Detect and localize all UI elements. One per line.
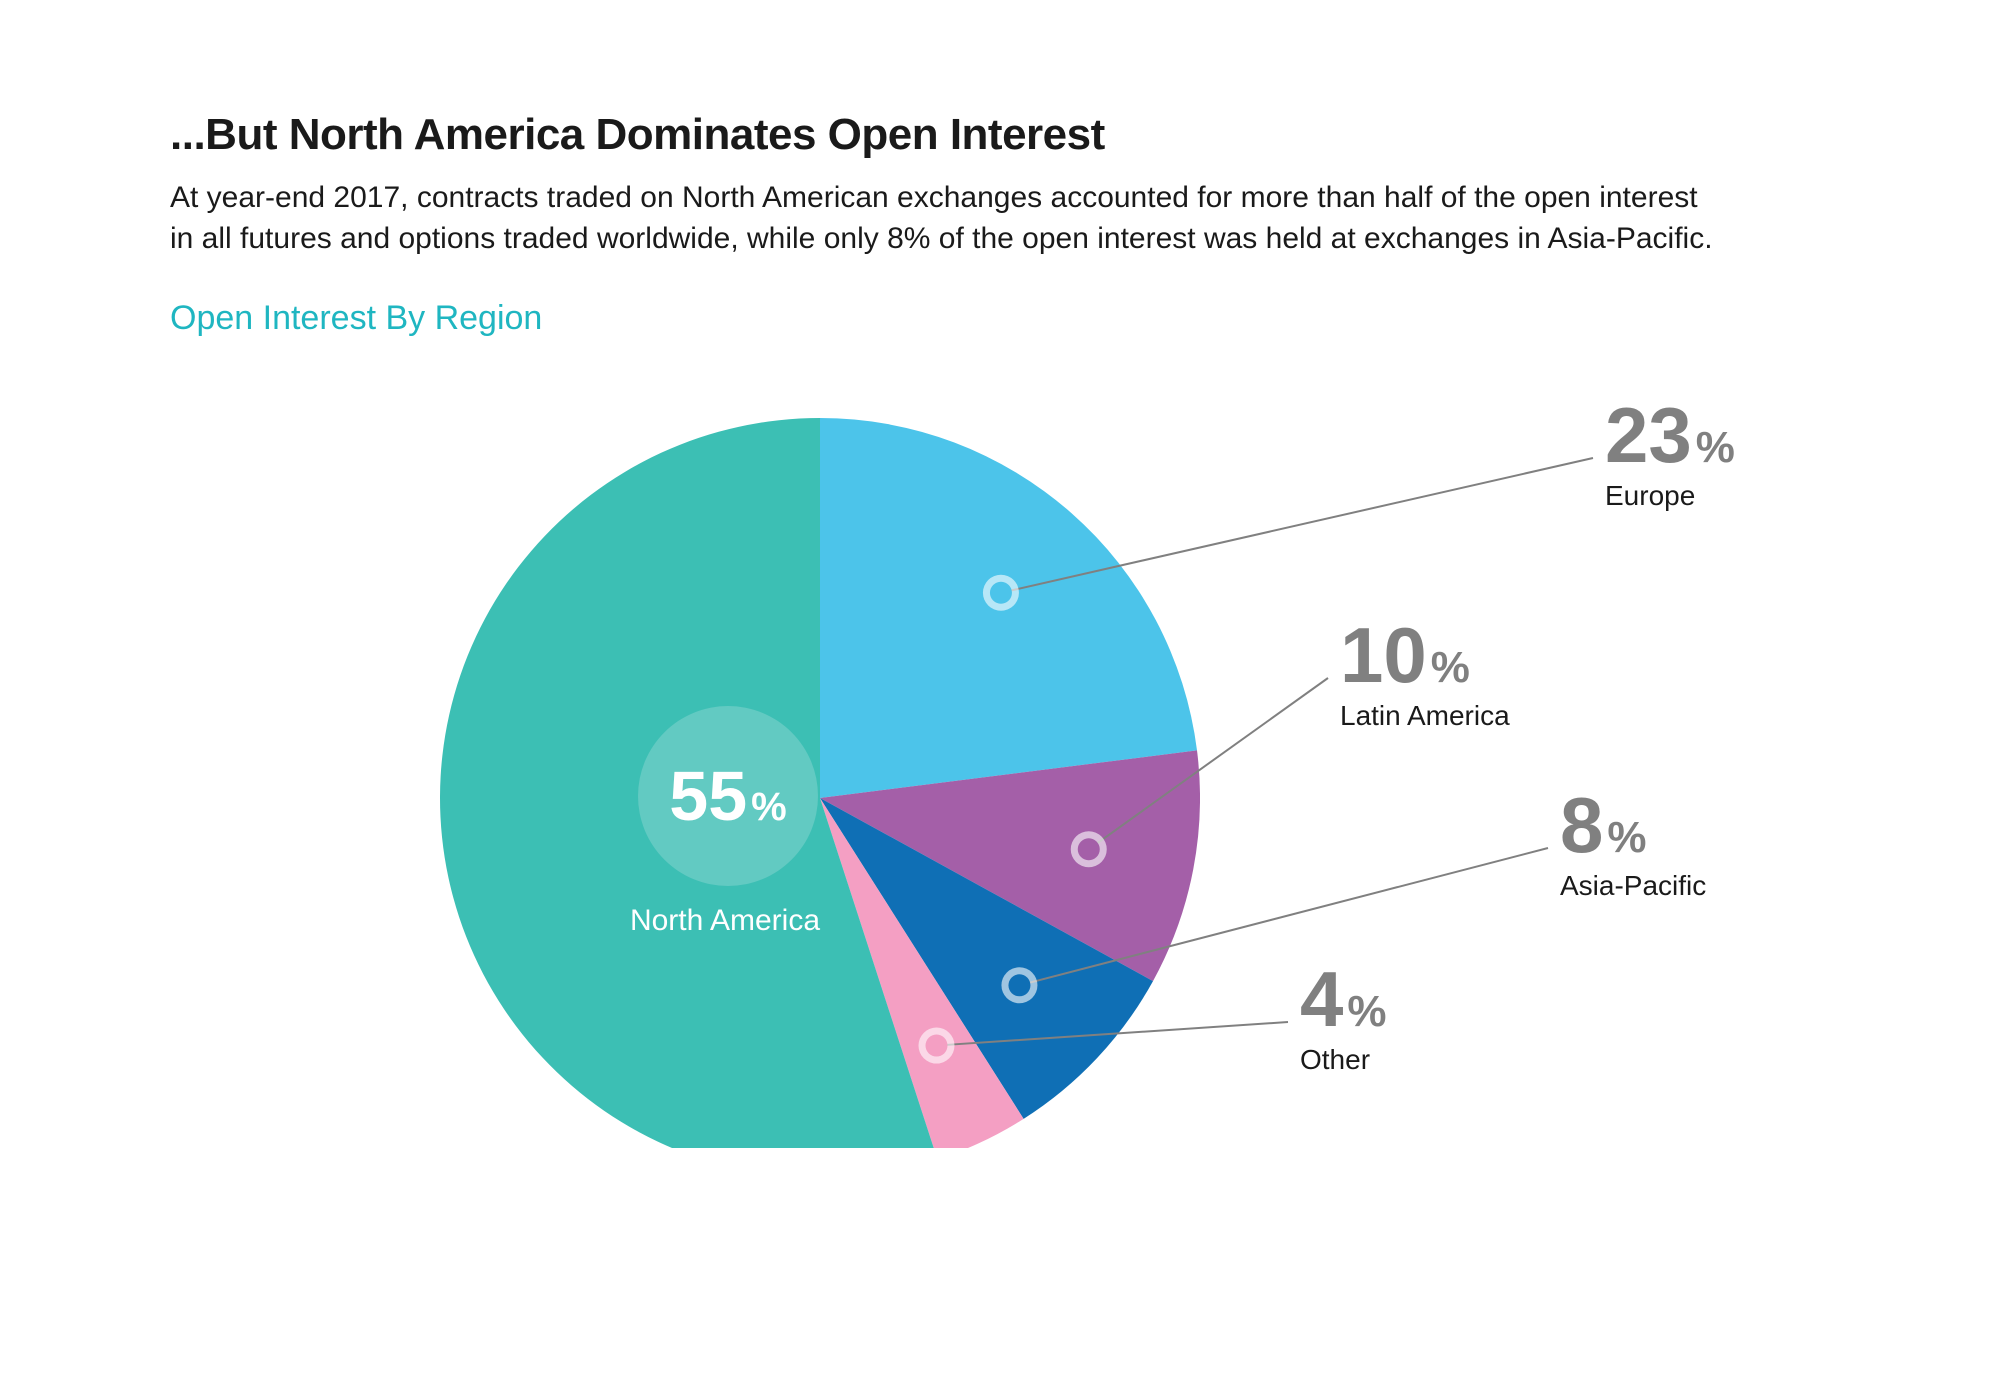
callout: 4% Other <box>1300 960 1387 1076</box>
callout-label: Asia-Pacific <box>1560 870 1706 902</box>
callout-label: Europe <box>1605 480 1735 512</box>
chart-title: ...But North America Dominates Open Inte… <box>170 110 1827 160</box>
pie-chart <box>440 388 1200 1148</box>
callout-value: 10% <box>1340 616 1510 694</box>
callout-value: 4% <box>1300 960 1387 1038</box>
center-badge: 55% <box>638 706 818 886</box>
callout: 23% Europe <box>1605 396 1735 512</box>
callout: 10% Latin America <box>1340 616 1510 732</box>
callout-value: 8% <box>1560 786 1706 864</box>
center-badge-value: 55% <box>669 756 786 836</box>
callout-value: 23% <box>1605 396 1735 474</box>
chart-subtitle: Open Interest By Region <box>170 299 1827 338</box>
pie-slice <box>820 418 1197 798</box>
chart-description: At year-end 2017, contracts traded on No… <box>170 178 1720 259</box>
callout-label: Other <box>1300 1044 1387 1076</box>
callout-label: Latin America <box>1340 700 1510 732</box>
chart-container: ...But North America Dominates Open Inte… <box>0 0 1997 1268</box>
center-badge-label: North America <box>585 904 865 938</box>
callout: 8% Asia-Pacific <box>1560 786 1706 902</box>
chart-area: 55% North America 23% Europe 10% Latin Amer… <box>170 368 1827 1268</box>
